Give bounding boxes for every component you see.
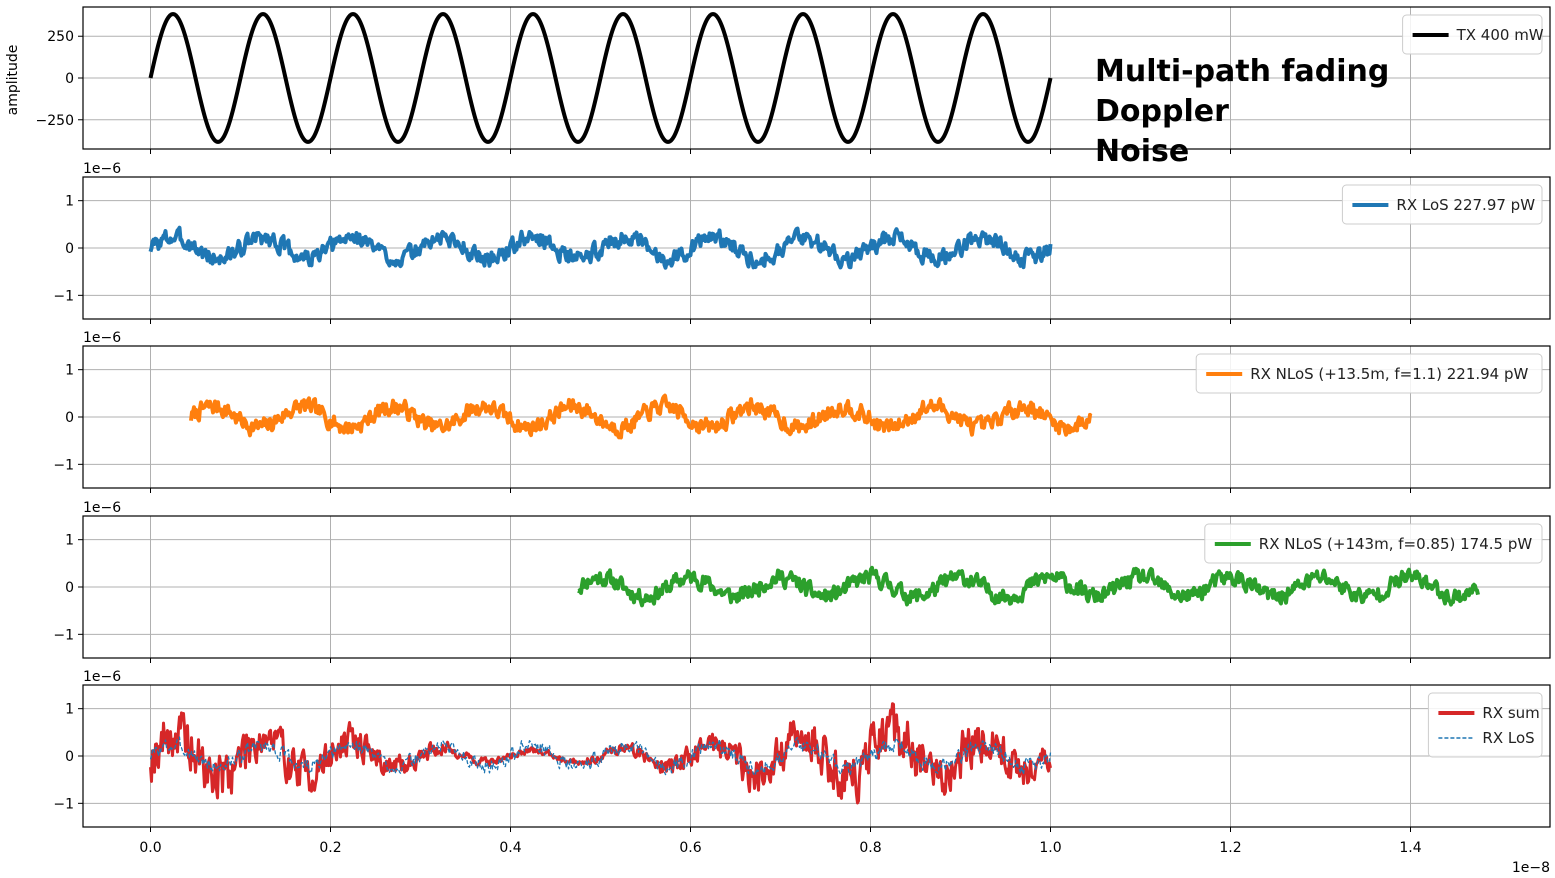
y-tick-label: −1 — [53, 627, 74, 643]
x-tick-label: 1.0 — [1039, 840, 1061, 856]
y-tick-label: −1 — [53, 288, 74, 304]
y-axis-label: amplitude — [5, 45, 21, 116]
overlay-line-noise: Noise — [1095, 134, 1190, 169]
y-offset-label: 1e−6 — [83, 500, 121, 516]
y-tick-label: 1 — [65, 702, 74, 718]
x-offset-label: 1e−8 — [1512, 860, 1550, 876]
overlay-line-doppler: Doppler — [1095, 94, 1229, 129]
x-tick-label: 0.4 — [499, 840, 521, 856]
y-tick-label: 0 — [65, 71, 74, 87]
y-tick-label: 0 — [65, 241, 74, 257]
series-line-4-1 — [577, 565, 1480, 608]
legend-box — [1341, 184, 1543, 225]
x-tick-label: 0.6 — [679, 840, 701, 856]
series-line-3-1 — [189, 393, 1093, 440]
x-tick-label: 0.0 — [139, 840, 161, 856]
legend-label: RX sum — [1482, 704, 1539, 722]
overlay-line-multipath: Multi-path fading — [1095, 54, 1390, 89]
legend-box — [1427, 692, 1543, 758]
y-tick-label: 1 — [65, 363, 74, 379]
x-tick-label: 1.2 — [1219, 840, 1241, 856]
x-tick-label: 1.4 — [1399, 840, 1421, 856]
legend-label: RX LoS — [1482, 729, 1534, 747]
legend: RX LoS 227.97 pW — [1341, 184, 1543, 225]
series-line-2-1 — [148, 225, 1053, 270]
subplot-3: 1 0 −1 1e−6 RX NLoS (+13.5m, f=1.1) 221.94 p… — [53, 330, 1551, 493]
series-line-1-1 — [148, 12, 1053, 144]
legend-label: RX LoS 227.97 pW — [1396, 196, 1535, 214]
legend-box — [1204, 523, 1543, 564]
overlay-annotation: Multi-path fading Doppler Noise — [1095, 52, 1389, 172]
subplot-2: 1 0 −1 1e−6 RX LoS 227.97 pW — [53, 161, 1551, 324]
y-tick-label: −250 — [36, 113, 74, 129]
y-tick-label: 0 — [65, 580, 74, 596]
y-tick-label: 1 — [65, 533, 74, 549]
legend-label: TX 400 mW — [1456, 26, 1544, 44]
subplot-5: 10−11e−60.0 0.2 0.4 0.6 0.8 1.0 1.2 1.4RX sumRX… — [53, 669, 1551, 856]
series-line-5-2 — [149, 736, 1052, 776]
subplot-1: 250 0 −250 TX 400 mW — [36, 6, 1551, 154]
y-tick-label: 0 — [65, 410, 74, 426]
legend: RX NLoS (+13.5m, f=1.1) 221.94 pW — [1195, 353, 1543, 394]
legend: RX NLoS (+143m, f=0.85) 174.5 pW — [1204, 523, 1543, 564]
legend: TX 400 mW — [1402, 14, 1544, 55]
y-tick-label: 250 — [47, 29, 74, 45]
y-offset-label: 1e−6 — [83, 669, 121, 685]
y-tick-label: 1 — [65, 194, 74, 210]
subplot-4: 1 0 −1 1e−6 RX NLoS (+143m, f=0.85) 174.5 pW — [53, 500, 1551, 663]
x-tick-label: 0.8 — [859, 840, 881, 856]
y-tick-label: −1 — [53, 796, 74, 812]
legend-label: RX NLoS (+143m, f=0.85) 174.5 pW — [1259, 535, 1533, 553]
legend: RX sum RX LoS — [1427, 692, 1543, 758]
y-offset-label: 1e−6 — [83, 330, 121, 346]
y-tick-label: −1 — [53, 457, 74, 473]
x-tick-label: 0.2 — [319, 840, 341, 856]
legend-box — [1402, 14, 1543, 55]
legend-box — [1195, 353, 1543, 394]
y-offset-label: 1e−6 — [83, 161, 121, 177]
legend-label: RX NLoS (+13.5m, f=1.1) 221.94 pW — [1250, 365, 1528, 383]
y-tick-label: 0 — [65, 749, 74, 765]
